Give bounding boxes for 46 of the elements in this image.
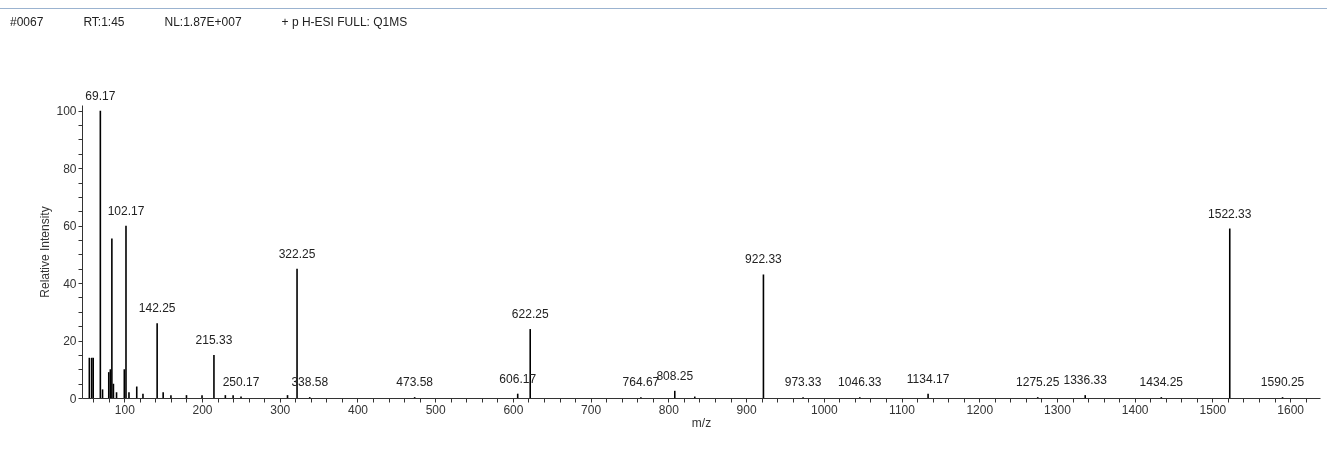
annotation: 102.17 (107, 203, 145, 218)
annotation: 1590.25 (1260, 375, 1305, 390)
annotation: 1134.17 (906, 371, 950, 386)
annotation: 1275.25 (1016, 375, 1060, 390)
x-tick-label: 1500 (1199, 402, 1227, 417)
y-tick-label: 60 (63, 219, 77, 234)
x-tick-label: 400 (347, 402, 369, 417)
x-tick-label: 900 (736, 402, 757, 417)
annotation: 1434.25 (1139, 375, 1184, 390)
x-axis-title: m/z (691, 415, 712, 430)
text: #0067 (10, 15, 44, 29)
annotation: 622.25 (511, 307, 549, 322)
x-tick-label: 100 (114, 402, 136, 417)
annotation: 142.25 (138, 301, 176, 316)
y-tick-label: 40 (63, 276, 77, 291)
x-tick-label: 800 (658, 402, 680, 417)
text: RT:1:45 (83, 15, 125, 29)
annotation: 215.33 (195, 332, 233, 347)
annotation: 922.33 (745, 252, 783, 267)
y-tick-label: 100 (56, 104, 77, 119)
annotation: 808.25 (656, 368, 694, 383)
annotation: 69.17 (85, 88, 116, 103)
y-tick-label: 20 (63, 334, 77, 349)
annotation: 973.33 (784, 375, 822, 390)
x-tick-label: 200 (192, 402, 213, 417)
x-tick-label: 1400 (1121, 402, 1149, 417)
y-axis-title: Relative Intensity (38, 206, 53, 298)
annotation: 1336.33 (1063, 373, 1108, 388)
y-tick-label: 80 (63, 161, 77, 176)
x-tick-label: 600 (503, 402, 524, 417)
annotation: 473.58 (396, 375, 434, 390)
x-tick-label: 1300 (1044, 402, 1072, 417)
annotation: 1522.33 (1208, 206, 1252, 221)
annotation: 1046.33 (838, 375, 882, 390)
x-tick-label: 1000 (810, 402, 838, 417)
x-tick-label: 1600 (1277, 402, 1305, 417)
annotation: 250.17 (222, 374, 260, 389)
annotation: 322.25 (278, 246, 316, 261)
text: NL:1.87E+007 (164, 15, 242, 29)
x-tick-label: 1200 (966, 402, 994, 417)
x-tick-label: 300 (270, 402, 291, 417)
x-tick-label: 1100 (889, 402, 916, 417)
text: + p H-ESI FULL: Q1MS (281, 15, 408, 29)
x-tick-label: 700 (581, 402, 602, 417)
y-tick-label: 0 (69, 391, 77, 406)
x-tick-label: 500 (425, 402, 447, 417)
